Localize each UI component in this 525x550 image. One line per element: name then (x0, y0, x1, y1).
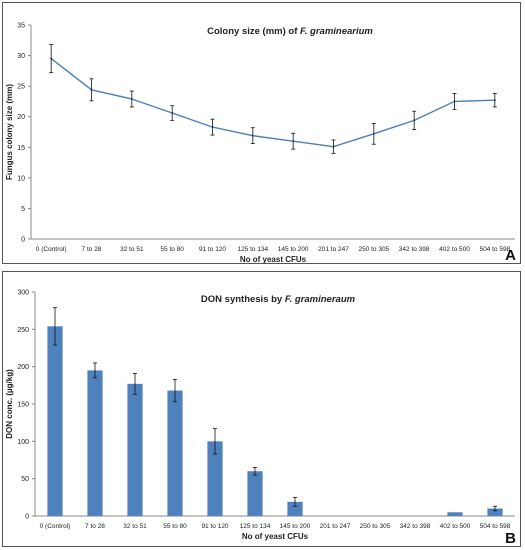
x-tick-label: 7 to 28 (82, 246, 102, 253)
x-tick-label: 125 to 134 (237, 246, 268, 253)
x-tick-label: 0 (Control) (36, 246, 67, 253)
x-tick-label: 504 to 598 (480, 523, 511, 530)
y-tick-label: 35 (17, 23, 25, 30)
x-tick-label: 91 to 120 (199, 246, 226, 253)
y-axis-label: DON conc. (µg/kg) (5, 369, 14, 439)
x-tick-label: 201 to 247 (318, 246, 349, 253)
bar (207, 441, 223, 516)
x-tick-label: 250 to 305 (358, 246, 389, 253)
bar (487, 508, 503, 516)
y-axis-label: Fungus colony size (mm) (5, 84, 14, 180)
chart-title-text: Colony size (mm) of (207, 26, 300, 37)
chart-title: Colony size (mm) of F. graminearium (207, 26, 373, 37)
x-tick-label: 32 to 51 (123, 523, 147, 530)
x-tick-label: 7 to 28 (85, 523, 105, 530)
bar (127, 383, 143, 516)
x-tick-label: 55 to 80 (160, 246, 184, 253)
x-tick-label: 0 (Control) (40, 523, 71, 530)
chart-title: DON synthesis by F. gramineraum (201, 294, 356, 305)
x-tick-label: 342 to 398 (400, 523, 431, 530)
panel-label: B (505, 530, 516, 546)
chart-title-species: F. graminearium (300, 26, 373, 37)
y-tick-label: 30 (17, 53, 25, 60)
bar (167, 390, 183, 516)
x-tick-label: 250 to 305 (360, 523, 391, 530)
x-tick-label: 32 to 51 (120, 246, 144, 253)
x-tick-label: 402 to 500 (440, 523, 471, 530)
y-tick-label: 200 (17, 364, 29, 371)
y-tick-label: 20 (17, 114, 25, 121)
y-tick-label: 300 (17, 290, 29, 297)
chart-title-species: F. gramineraum (285, 294, 356, 305)
y-tick-label: 250 (17, 327, 29, 334)
y-tick-label: 50 (21, 476, 29, 483)
chart-title-text: DON synthesis by (201, 294, 285, 305)
bar (447, 512, 463, 516)
panel-label: A (505, 247, 516, 263)
y-tick-label: 5 (21, 206, 25, 213)
y-tick-label: 0 (25, 514, 29, 521)
x-tick-label: 201 to 247 (320, 523, 351, 530)
series-line (50, 58, 495, 148)
x-tick-label: 504 to 598 (479, 246, 510, 253)
bar (87, 370, 103, 516)
line-chart: Colony size (mm) of F. graminearium 0 5 10 1… (5, 23, 516, 264)
x-tick-label: 402 to 500 (439, 246, 470, 253)
y-tick-label: 0 (21, 237, 25, 244)
bar-chart: DON synthesis by F. gramineraum 0 50 100 150… (5, 290, 516, 547)
y-tick-label: 100 (17, 439, 29, 446)
y-tick-label: 25 (17, 84, 25, 91)
x-tick-label: 342 to 398 (399, 246, 430, 253)
x-axis-label: No of yeast CFUs (242, 532, 309, 541)
bar (247, 471, 263, 516)
x-tick-label: 55 to 80 (163, 523, 187, 530)
x-tick-label: 125 to 134 (240, 523, 271, 530)
x-tick-label: 91 to 120 (201, 523, 228, 530)
chart-panel-b: DON synthesis by F. gramineraum 0 50 100 150… (2, 271, 521, 547)
x-tick-label: 145 to 200 (280, 523, 311, 530)
bar (287, 501, 303, 516)
chart-panel-a: Colony size (mm) of F. graminearium 0 5 10 1… (2, 2, 521, 264)
x-tick-label: 145 to 200 (278, 246, 309, 253)
y-tick-label: 150 (17, 402, 29, 409)
y-tick-label: 10 (17, 175, 25, 182)
y-tick-label: 15 (17, 145, 25, 152)
x-axis-label: No of yeast CFUs (240, 255, 307, 263)
bar (47, 326, 63, 516)
